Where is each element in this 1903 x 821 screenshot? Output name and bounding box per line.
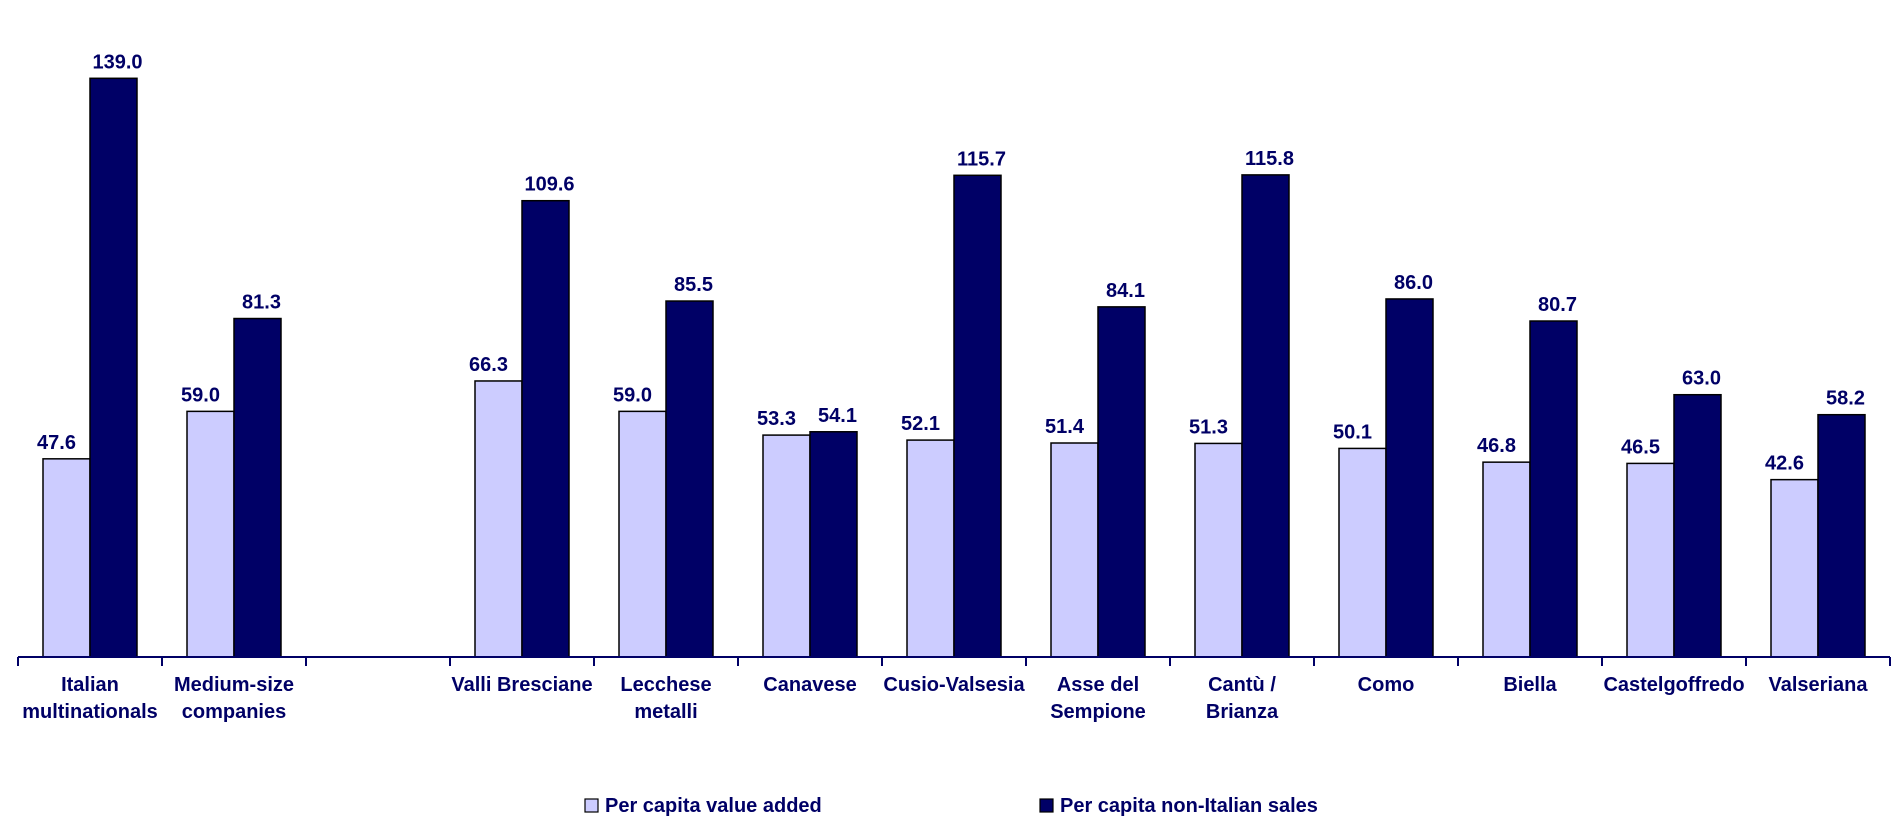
category-label: Valseriana [1769,674,1869,696]
data-label: 46.5 [1621,436,1660,458]
category-label: Brianza [1206,701,1279,723]
data-label: 46.8 [1477,435,1516,457]
data-label: 52.1 [901,413,940,435]
bar-value-added [1194,442,1243,658]
bar-non-italian-sales [89,77,138,658]
bar-non-italian-sales [521,199,570,658]
category-label: Cusio-Valsesia [883,674,1025,696]
bar-value-added [762,434,811,658]
bar-non-italian-sales [1385,298,1434,658]
data-label: 59.0 [181,384,220,406]
category-label: companies [182,701,286,723]
category-label: Como [1358,674,1415,696]
data-label: 139.0 [92,51,142,73]
bars-layer [42,77,1866,658]
category-label: Asse del [1057,674,1139,696]
data-label: 81.3 [242,292,281,314]
data-label: 85.5 [674,274,713,296]
legend-label: Per capita value added [605,795,822,817]
data-label: 66.3 [469,354,508,376]
category-label: Lecchese [620,674,711,696]
bar-value-added [42,458,91,658]
category-label: multinationals [22,701,158,723]
category-labels-layer: Italian multinationals Medium-size companie… [22,674,1868,723]
bar-value-added [1338,447,1387,658]
category-label: Valli Bresciane [451,674,592,696]
legend: Per capita value added Per capita non-Ita… [584,795,1318,817]
data-label: 51.3 [1189,416,1228,438]
data-label: 109.6 [524,174,574,196]
category-label: Biella [1503,674,1557,696]
category-label: Canavese [763,674,856,696]
category-label: Medium-size [174,674,294,696]
category-label: Castelgoffredo [1603,674,1744,696]
bar-value-added [1050,442,1099,658]
data-label: 58.2 [1826,388,1865,410]
bar-value-added [1626,462,1675,658]
category-label: Sempione [1050,701,1146,723]
data-label: 63.0 [1682,368,1721,390]
data-label: 53.3 [757,408,796,430]
bar-value-added [1770,478,1819,658]
data-label: 50.1 [1333,421,1372,443]
data-label: 86.0 [1394,272,1433,294]
bar-non-italian-sales [665,300,714,658]
data-label: 84.1 [1106,280,1145,302]
bar-non-italian-sales [953,174,1002,658]
x-axis [17,656,1891,666]
data-label: 47.6 [37,432,76,454]
bar-value-added [1482,461,1531,658]
category-label: metalli [634,701,697,723]
data-label: 54.1 [818,405,857,427]
bar-non-italian-sales [1529,320,1578,658]
legend-label: Per capita non-Italian sales [1060,795,1318,817]
bar-value-added [474,380,523,658]
category-label: Italian [61,674,119,696]
data-label: 115.7 [957,148,1006,170]
bar-non-italian-sales [233,317,282,658]
legend-swatch [1039,798,1054,813]
data-label: 51.4 [1045,416,1085,438]
bar-non-italian-sales [1241,174,1290,658]
data-label: 59.0 [613,384,652,406]
data-label: 115.8 [1245,148,1294,170]
value-labels-layer: 47.6 139.0 59.0 81.3 66.3 109.6 59.0 85.5 53.3 54… [37,51,1865,474]
bar-value-added [618,410,667,658]
bar-non-italian-sales [1097,306,1146,658]
bar-value-added [906,439,955,658]
legend-swatch [584,798,599,813]
data-label: 80.7 [1538,294,1577,316]
category-label: Cantù / [1208,674,1276,696]
data-label: 42.6 [1765,453,1804,475]
bar-value-added [186,410,235,658]
bar-non-italian-sales [809,431,858,658]
bar-non-italian-sales [1817,413,1866,658]
bar-non-italian-sales [1673,393,1722,658]
